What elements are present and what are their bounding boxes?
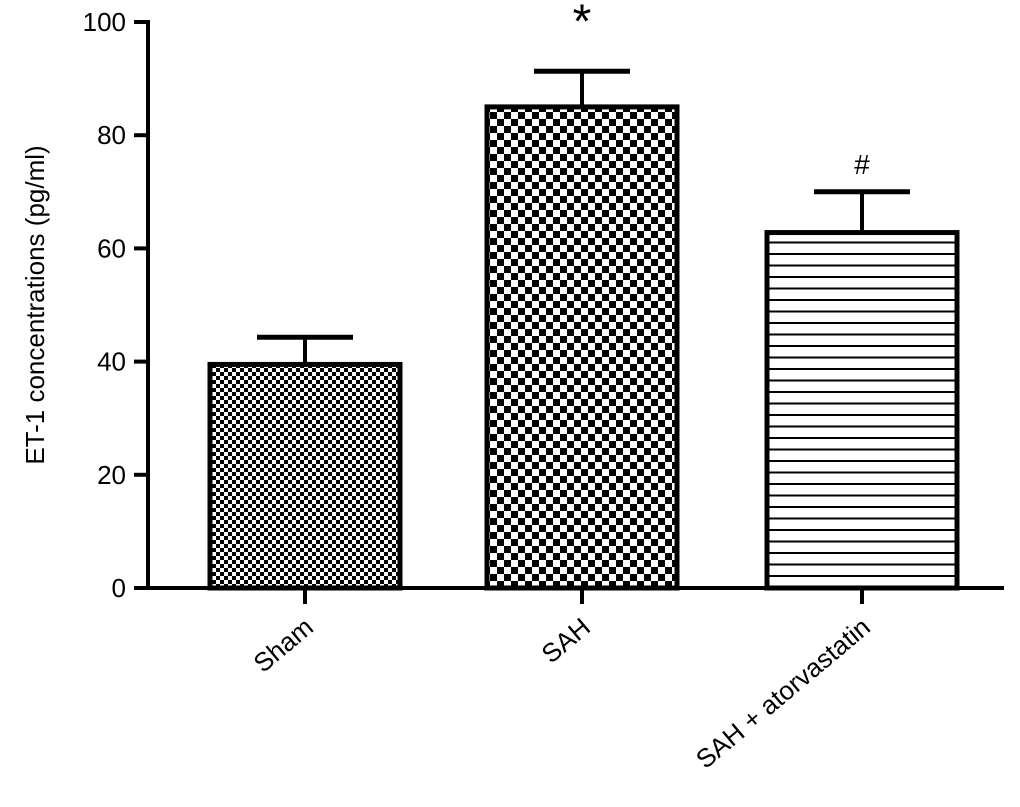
y-tick-label-40: 40 xyxy=(97,347,126,377)
y-axis-title: ET-1 concentrations (pg/ml) xyxy=(20,145,50,464)
bar-sah-atorvastatin xyxy=(764,230,960,591)
significance-mark-sah-atorvastatin: # xyxy=(854,149,870,180)
x-label-sah-atorvastatin: SAH + atorvastatin xyxy=(690,612,876,775)
y-tick-label-100: 100 xyxy=(83,7,126,37)
significance-mark-sah: * xyxy=(573,0,592,48)
x-label-sham: Sham xyxy=(248,612,319,679)
y-tick-label-0: 0 xyxy=(112,573,126,603)
y-tick-label-60: 60 xyxy=(97,233,126,263)
y-tick-label-20: 20 xyxy=(97,460,126,490)
y-tick-label-80: 80 xyxy=(97,120,126,150)
x-label-sah: SAH xyxy=(536,612,596,669)
bar-sah xyxy=(484,104,680,591)
bar-sham xyxy=(207,361,403,591)
